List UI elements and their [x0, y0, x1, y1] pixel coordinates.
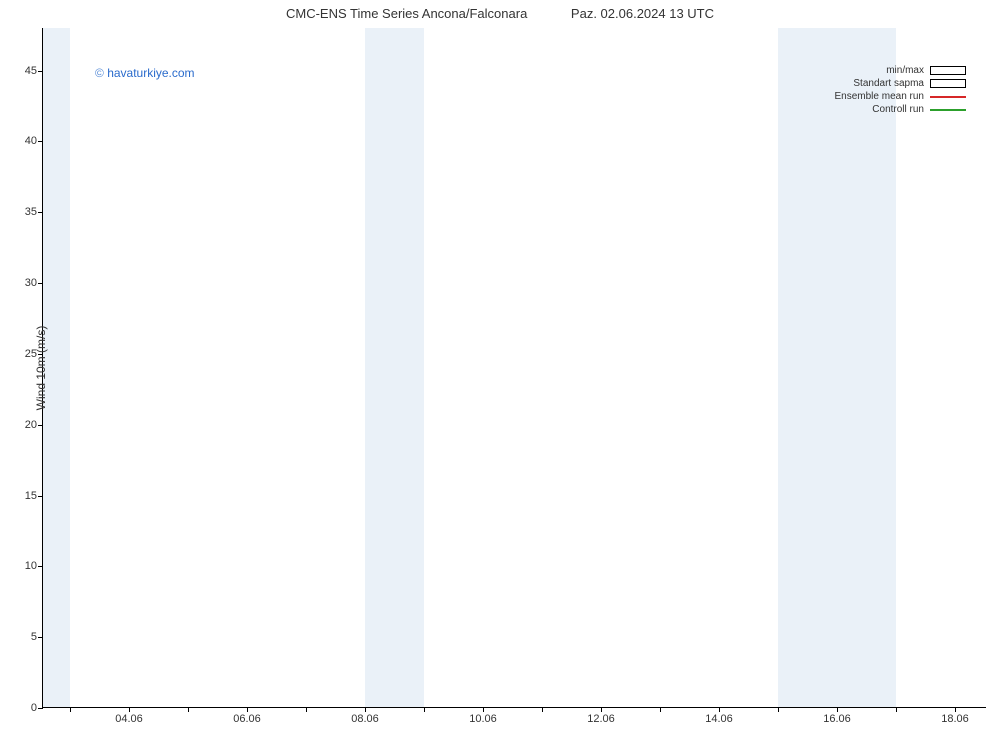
y-tick-mark: [38, 71, 43, 72]
x-tick-label: 06.06: [233, 713, 261, 725]
legend-entry: Standart sapma: [835, 77, 967, 90]
y-tick-label: 10: [25, 560, 37, 572]
y-tick-mark: [38, 566, 43, 567]
x-tick-mark: [70, 707, 71, 712]
legend-entry: min/max: [835, 64, 967, 77]
chart-title-row: CMC-ENS Time Series Ancona/Falconara Paz…: [0, 6, 1000, 21]
y-tick-mark: [38, 141, 43, 142]
x-tick-mark: [778, 707, 779, 712]
x-tick-mark: [247, 707, 248, 712]
x-tick-mark: [955, 707, 956, 712]
watermark: © havaturkiye.com: [95, 66, 195, 80]
weekend-band: [778, 28, 896, 707]
legend-label: Standart sapma: [853, 77, 924, 90]
y-tick-mark: [38, 425, 43, 426]
x-tick-mark: [483, 707, 484, 712]
x-tick-mark: [188, 707, 189, 712]
legend-line-swatch: [930, 96, 966, 98]
x-tick-label: 08.06: [351, 713, 379, 725]
x-tick-mark: [837, 707, 838, 712]
x-tick-label: 04.06: [115, 713, 143, 725]
legend: min/maxStandart sapmaEnsemble mean runCo…: [835, 64, 967, 116]
x-tick-label: 18.06: [941, 713, 969, 725]
legend-label: min/max: [886, 64, 924, 77]
legend-label: Ensemble mean run: [835, 90, 925, 103]
legend-swatch: [930, 66, 966, 75]
y-tick-label: 5: [31, 631, 37, 643]
legend-line-swatch: [930, 109, 966, 111]
y-tick-mark: [38, 708, 43, 709]
legend-label: Controll run: [872, 103, 924, 116]
x-tick-mark: [601, 707, 602, 712]
x-tick-mark: [306, 707, 307, 712]
x-tick-label: 10.06: [469, 713, 497, 725]
y-tick-label: 20: [25, 419, 37, 431]
x-tick-mark: [424, 707, 425, 712]
legend-entry: Ensemble mean run: [835, 90, 967, 103]
title-left: CMC-ENS Time Series Ancona/Falconara: [286, 6, 527, 21]
y-tick-mark: [38, 283, 43, 284]
title-right: Paz. 02.06.2024 13 UTC: [571, 6, 714, 21]
y-tick-label: 15: [25, 490, 37, 502]
y-tick-label: 35: [25, 206, 37, 218]
y-tick-mark: [38, 354, 43, 355]
plot-area: © havaturkiye.com Wind 10m (m/s) 0510152…: [42, 28, 986, 708]
legend-swatch: [930, 79, 966, 88]
y-axis-label: Wind 10m (m/s): [34, 325, 48, 410]
x-tick-label: 16.06: [823, 713, 851, 725]
x-tick-mark: [896, 707, 897, 712]
x-tick-label: 14.06: [705, 713, 733, 725]
y-tick-mark: [38, 496, 43, 497]
legend-entry: Controll run: [835, 103, 967, 116]
x-tick-mark: [719, 707, 720, 712]
y-tick-mark: [38, 212, 43, 213]
chart-container: CMC-ENS Time Series Ancona/Falconara Paz…: [0, 0, 1000, 733]
x-tick-mark: [365, 707, 366, 712]
y-tick-label: 0: [31, 702, 37, 714]
x-tick-mark: [660, 707, 661, 712]
x-tick-mark: [542, 707, 543, 712]
copyright-symbol: ©: [95, 66, 104, 80]
y-tick-label: 25: [25, 348, 37, 360]
y-tick-label: 40: [25, 135, 37, 147]
y-tick-label: 45: [25, 65, 37, 77]
x-tick-label: 12.06: [587, 713, 615, 725]
watermark-text: havaturkiye.com: [107, 66, 194, 80]
y-tick-label: 30: [25, 277, 37, 289]
weekend-band: [365, 28, 424, 707]
x-tick-mark: [129, 707, 130, 712]
y-tick-mark: [38, 637, 43, 638]
